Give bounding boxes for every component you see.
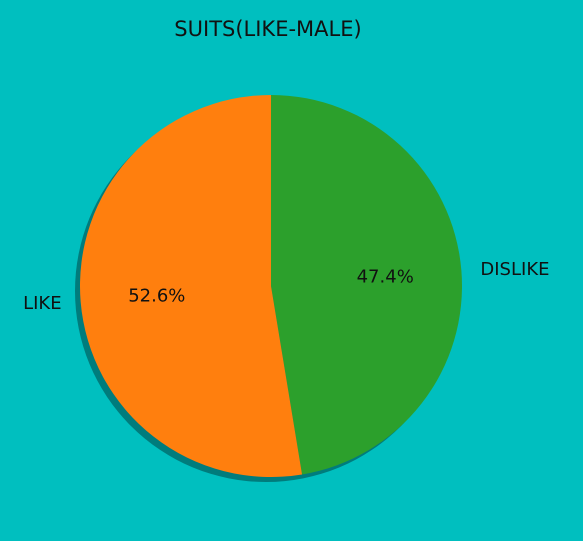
pie-slices (80, 95, 463, 477)
pct-label-like: 52.6% (128, 285, 185, 306)
slice-label-like: LIKE (23, 293, 62, 314)
chart-title: SUITS(LIKE-MALE) (174, 17, 361, 41)
pie-labels: 47.4% DISLIKE 52.6% LIKE (23, 259, 549, 314)
slice-label-dislike: DISLIKE (480, 259, 549, 280)
pie-slice-dislike (271, 95, 463, 475)
pct-label-dislike: 47.4% (357, 267, 414, 288)
pie-slice-like (80, 95, 303, 477)
